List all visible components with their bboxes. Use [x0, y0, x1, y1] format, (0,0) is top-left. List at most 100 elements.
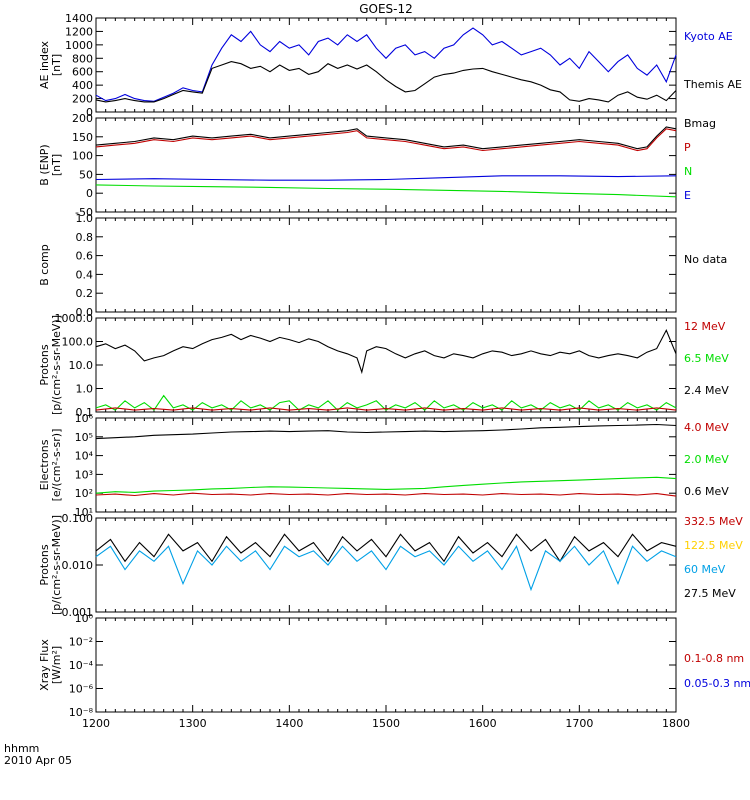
- panel-1-series-2-line: [95, 61, 677, 103]
- x-axis-tick-label: 1700: [565, 717, 593, 730]
- panel-2-series-2-line: [95, 128, 677, 152]
- panel-3-frame: [95, 217, 677, 313]
- panel-3-y-tick-label: 0.6: [76, 250, 94, 263]
- panel-6-ylabel: Protons: [38, 544, 51, 585]
- panel-6-legend-label: 27.5 MeV: [684, 587, 736, 600]
- panel-5-ylabel-units: [e/(cm²-s-sr)]: [50, 429, 63, 502]
- panel-5-legend-label: 4.0 MeV: [684, 421, 729, 434]
- panel-1-legend-label: Kyoto AE: [684, 30, 733, 43]
- x-axis-tick-label: 1400: [275, 717, 303, 730]
- panel-2-y-tick-label: 50: [79, 168, 93, 181]
- panel-2-series-3-line: [95, 184, 677, 198]
- panel-4-y-tick-label: 1.0: [76, 383, 94, 396]
- panel-5-y-tick-label: 10³: [75, 468, 93, 481]
- panel-6-series-1-line: [95, 533, 677, 563]
- panel-4-y-tick-label: 1000.0: [55, 312, 94, 325]
- x-axis-tick-label: 1500: [372, 717, 400, 730]
- panel-1-y-tick-label: 1200: [65, 25, 93, 38]
- panel-3-y-tick-label: 0.0: [76, 306, 94, 319]
- panel-4-legend-label: 6.5 MeV: [684, 352, 729, 365]
- panel-6-series-2-line: [95, 545, 677, 592]
- panel-2-ylabel-units: [nT]: [50, 154, 63, 176]
- panel-5-ylabel: Electrons: [38, 439, 51, 490]
- panel-5-series-1-line: [95, 423, 677, 440]
- panel-7-legend-label: 0.05-0.3 nm: [684, 677, 750, 690]
- panel-3-y-tick-label: 0.4: [76, 268, 94, 281]
- panel-1-y-tick-label: 600: [72, 66, 93, 79]
- panel-4-frame: [95, 317, 677, 413]
- panel-2-legend-label: Bmag: [684, 117, 716, 130]
- panel-4-series-3-line: [95, 407, 677, 411]
- panel-7-ylabel: Xray Flux: [38, 639, 51, 691]
- panel-3-ylabel: B comp: [38, 244, 51, 286]
- panel-2-legend-label: N: [684, 165, 692, 178]
- panel-1-y-tick-label: 1000: [65, 39, 93, 52]
- panel-7-y-tick-label: 10⁻⁸: [69, 706, 94, 719]
- panel-6-ylabel-units: [p/(cm²-s-sr-MeV)]: [50, 515, 63, 615]
- panel-1-ylabel-units: [nT]: [50, 54, 63, 76]
- panel-1-y-tick-label: 800: [72, 52, 93, 65]
- panel-1-y-tick-label: 1400: [65, 12, 93, 25]
- panel-5-y-tick-label: 10¹: [75, 506, 93, 519]
- panel-1-y-tick-label: 0: [86, 106, 93, 119]
- panel-6-y-tick-label: 0.100: [62, 512, 94, 525]
- panel-2-series-4-line: [95, 175, 677, 181]
- panel-2-y-tick-label: 200: [72, 112, 93, 125]
- panel-2-y-tick-label: 0: [86, 187, 93, 200]
- panel-2-y-tick-label: -50: [75, 206, 93, 219]
- panel-3-y-tick-label: 0.8: [76, 231, 94, 244]
- x-axis-tick-label: 1600: [469, 717, 497, 730]
- panel-4-series-2-line: [95, 394, 677, 411]
- x-axis-tick-label: 1200: [82, 717, 110, 730]
- panel-1-frame: [95, 17, 677, 113]
- panel-4-series-1-line: [95, 329, 677, 375]
- panel-5-y-tick-label: 10⁴: [75, 450, 94, 463]
- x-axis-left-label-line1: hhmm: [4, 742, 39, 755]
- panel-7-y-tick-label: 10⁻²: [69, 636, 93, 649]
- panel-1-ylabel: AE index: [38, 40, 51, 89]
- panel-2-frame: [95, 117, 677, 213]
- panel-1-y-tick-label: 400: [72, 79, 93, 92]
- panel-2-y-tick-label: 150: [72, 131, 93, 144]
- x-axis-tick-label: 1300: [179, 717, 207, 730]
- panel-7-frame: [95, 617, 677, 713]
- panel-4-ylabel: Protons: [38, 344, 51, 385]
- panel-1-series-1-line: [95, 27, 677, 102]
- panel-5-y-tick-label: 10⁶: [75, 412, 94, 425]
- panel-5-series-3-line: [95, 492, 677, 497]
- panel-7-y-tick-label: 10⁰: [75, 612, 94, 625]
- panel-5-series-2-line: [95, 476, 677, 494]
- figure-title: GOES-12: [359, 2, 413, 16]
- panel-4-legend-label: 2.4 MeV: [684, 384, 729, 397]
- panel-1-y-tick-label: 200: [72, 93, 93, 106]
- panel-6-legend-label: 332.5 MeV: [684, 515, 743, 528]
- panel-5-y-tick-label: 10²: [75, 487, 93, 500]
- panel-6-legend-label: 122.5 MeV: [684, 539, 743, 552]
- panel-5-legend-label: 2.0 MeV: [684, 453, 729, 466]
- panel-4-y-tick-label: 10.0: [69, 359, 94, 372]
- panel-2-legend-label: P: [684, 141, 691, 154]
- panel-7-legend-label: 0.1-0.8 nm: [684, 652, 744, 665]
- panel-2-series-1-line: [95, 126, 677, 150]
- panel-3-y-tick-label: 0.2: [76, 287, 94, 300]
- panel-1-legend-label: Themis AE: [683, 78, 742, 91]
- panel-7-y-tick-label: 10⁻⁶: [69, 683, 94, 696]
- x-axis-left-label-line2: 2010 Apr 05: [4, 754, 72, 767]
- panel-4-y-tick-label: 0.1: [76, 406, 94, 419]
- panel-3-legend-label: No data: [684, 253, 727, 266]
- x-axis-tick-label: 1800: [662, 717, 690, 730]
- panel-6-y-tick-label: 0.010: [62, 559, 94, 572]
- panel-2-ylabel: B (ENP): [38, 144, 51, 185]
- panel-5-y-tick-label: 10⁵: [75, 431, 93, 444]
- panel-4-legend-label: 12 MeV: [684, 320, 726, 333]
- panel-7-y-tick-label: 10⁻⁴: [69, 659, 94, 672]
- panel-4-ylabel-units: [p/(cm²-s-sr-MeV)]: [50, 315, 63, 415]
- panel-4-y-tick-label: 100.0: [62, 336, 94, 349]
- panel-3-y-tick-label: 1.0: [76, 212, 94, 225]
- panel-2-legend-label: E: [684, 189, 691, 202]
- panel-2-y-tick-label: 100: [72, 150, 93, 163]
- panel-7-ylabel-units: [W/m²]: [50, 646, 63, 684]
- panel-6-legend-label: 60 MeV: [684, 563, 726, 576]
- panel-6-y-tick-label: 0.001: [62, 606, 94, 619]
- panel-5-legend-label: 0.6 MeV: [684, 485, 729, 498]
